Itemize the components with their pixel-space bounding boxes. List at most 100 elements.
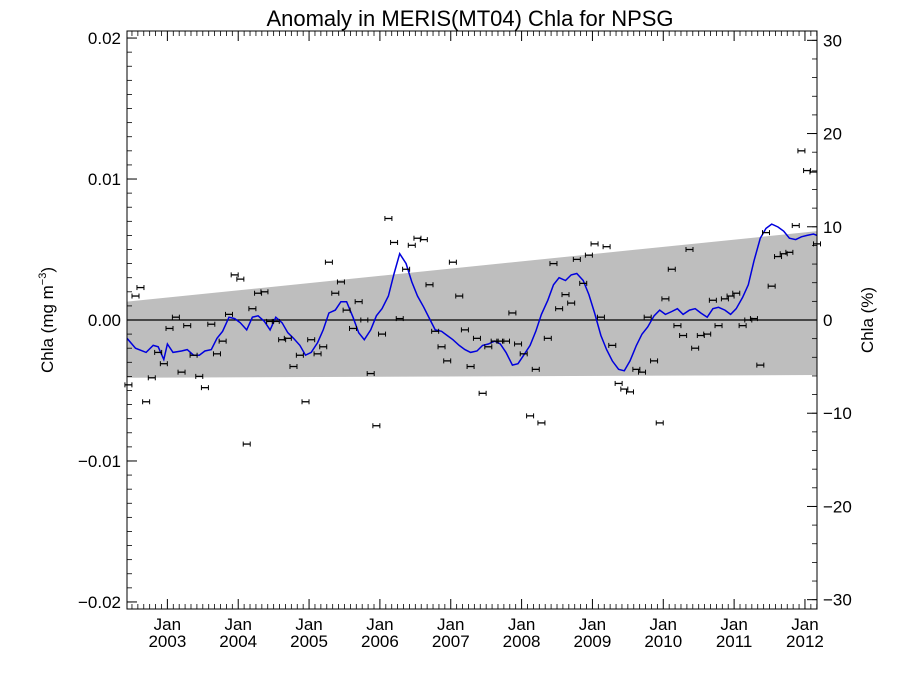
band-area (127, 231, 817, 378)
x-tick-label-year: 2009 (574, 632, 612, 651)
data-point (508, 310, 517, 316)
y-axis-left-title: Chla (mg m−3) (37, 267, 57, 373)
smoothed-line (126, 223, 818, 372)
data-point (407, 242, 416, 248)
data-point (703, 331, 712, 337)
data-point (230, 272, 239, 278)
data-point (738, 323, 747, 329)
data-point (177, 369, 186, 375)
data-point (212, 351, 221, 357)
data-point (271, 318, 280, 324)
data-point (283, 335, 292, 341)
data-point (319, 344, 328, 350)
data-point (159, 361, 168, 367)
chart-title: Anomaly in MERIS(MT04) Chla for NPSG (266, 6, 673, 31)
data-point (443, 358, 452, 364)
x-tick-label-month: Jan (508, 615, 535, 634)
x-tick-label-year: 2003 (148, 632, 186, 651)
data-point (142, 399, 151, 405)
data-point (336, 279, 345, 285)
data-point (732, 290, 741, 296)
x-tick-label-year: 2005 (290, 632, 328, 651)
data-point (767, 283, 776, 289)
data-point (691, 345, 700, 351)
anomaly-points-series (124, 148, 821, 447)
data-point (390, 239, 399, 245)
data-point (579, 280, 588, 286)
smoothed-line-series (126, 223, 818, 372)
data-point (756, 362, 765, 368)
axes: −0.02 −0.01 0.00 0.01 0.02 −30 −20 −10 0 10 20 30 Ja… (78, 29, 852, 651)
data-point (472, 335, 481, 341)
data-point (324, 259, 333, 265)
data-point (726, 293, 735, 299)
y-right-tick-label: −30 (823, 591, 852, 610)
data-point (248, 306, 257, 312)
y-left-tick-label: 0.01 (88, 170, 121, 189)
data-point (620, 386, 629, 392)
data-point (189, 352, 198, 358)
x-tick-label-month: Jan (720, 615, 747, 634)
y-right-tick-label: −10 (823, 404, 852, 423)
data-point (242, 441, 251, 447)
x-tick-label-month: Jan (154, 615, 181, 634)
data-point (519, 351, 528, 357)
data-point (602, 244, 611, 250)
y-right-tick-label: 20 (823, 125, 842, 144)
y-axis-right-title: Chla (%) (858, 287, 877, 353)
data-point (460, 327, 469, 333)
y-right-tick-label: 10 (823, 218, 842, 237)
data-point (797, 148, 806, 154)
data-point (791, 223, 800, 229)
data-point (131, 293, 140, 299)
data-point (502, 338, 511, 344)
data-point (425, 282, 434, 288)
data-point (154, 349, 163, 355)
data-point (331, 290, 340, 296)
x-tick-label-month: Jan (437, 615, 464, 634)
data-point (632, 366, 641, 372)
data-point (200, 385, 209, 391)
data-point (378, 331, 387, 337)
data-point (455, 293, 464, 299)
x-tick-label-month: Jan (650, 615, 677, 634)
data-point (572, 256, 581, 262)
data-point (537, 420, 546, 426)
data-point (207, 321, 216, 327)
data-point (313, 351, 322, 357)
data-point (567, 300, 576, 306)
data-point (366, 371, 375, 377)
data-point (543, 335, 552, 341)
data-point (342, 307, 351, 313)
data-point (625, 389, 634, 395)
data-point (650, 358, 659, 364)
x-tick-label-year: 2004 (219, 632, 257, 651)
confidence-band (127, 231, 817, 378)
data-point (225, 311, 234, 317)
data-point (437, 344, 446, 350)
x-tick-label-month: Jan (366, 615, 393, 634)
x-tick-label-month: Jan (295, 615, 322, 634)
data-point (514, 341, 523, 347)
data-point (679, 333, 688, 339)
y-right-tick-label: 0 (823, 311, 832, 330)
data-point (749, 316, 758, 322)
data-point (774, 254, 783, 260)
data-point (638, 369, 647, 375)
data-point (183, 323, 192, 329)
data-point (395, 316, 404, 322)
x-tick-label-year: 2010 (644, 632, 682, 651)
data-point (643, 314, 652, 320)
x-tick-label-year: 2007 (432, 632, 470, 651)
data-point (147, 375, 156, 381)
y-right-tick-label: 30 (823, 31, 842, 50)
data-point (708, 297, 717, 303)
data-point (448, 259, 457, 265)
data-point (236, 276, 245, 282)
data-point (466, 364, 475, 370)
data-point (384, 215, 393, 221)
data-point (714, 323, 723, 329)
data-point (289, 364, 298, 370)
data-point (301, 399, 310, 405)
